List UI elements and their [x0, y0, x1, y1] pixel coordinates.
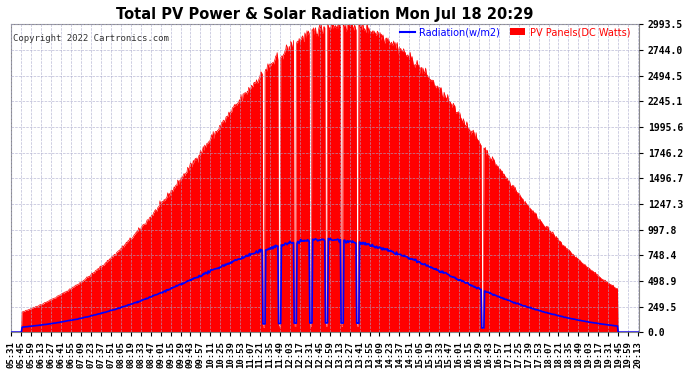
Legend: Radiation(w/m2), PV Panels(DC Watts): Radiation(w/m2), PV Panels(DC Watts) — [396, 23, 634, 41]
Text: Copyright 2022 Cartronics.com: Copyright 2022 Cartronics.com — [12, 34, 168, 43]
Title: Total PV Power & Solar Radiation Mon Jul 18 20:29: Total PV Power & Solar Radiation Mon Jul… — [117, 7, 534, 22]
